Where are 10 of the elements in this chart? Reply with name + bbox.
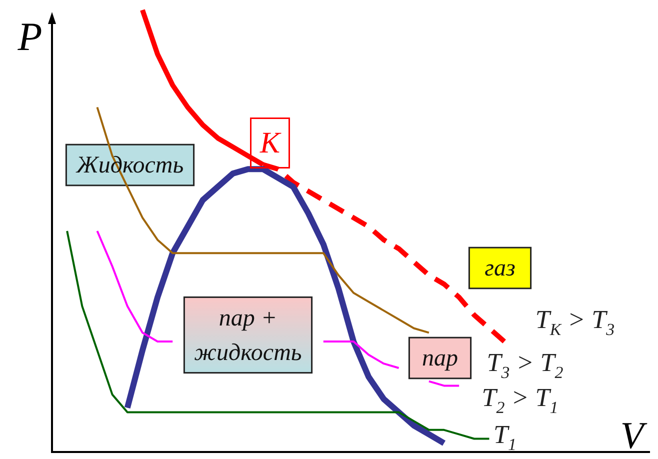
y-axis-title: P — [16, 14, 42, 59]
annotation: T$_{3}$ > T$_{2}$ — [486, 348, 564, 382]
annotation: T$_{1}$ — [494, 420, 516, 454]
annotation: газ — [484, 256, 516, 282]
annotation: К — [259, 126, 282, 160]
annotation: T$_{2}$ > T$_{1}$ — [482, 382, 558, 418]
annotation: T$_{К}$ > T$_{3}$ — [535, 304, 615, 340]
annotation: пар + жидкость — [194, 305, 302, 366]
annotation: пар — [422, 346, 458, 372]
x-axis-title: V — [620, 415, 648, 457]
